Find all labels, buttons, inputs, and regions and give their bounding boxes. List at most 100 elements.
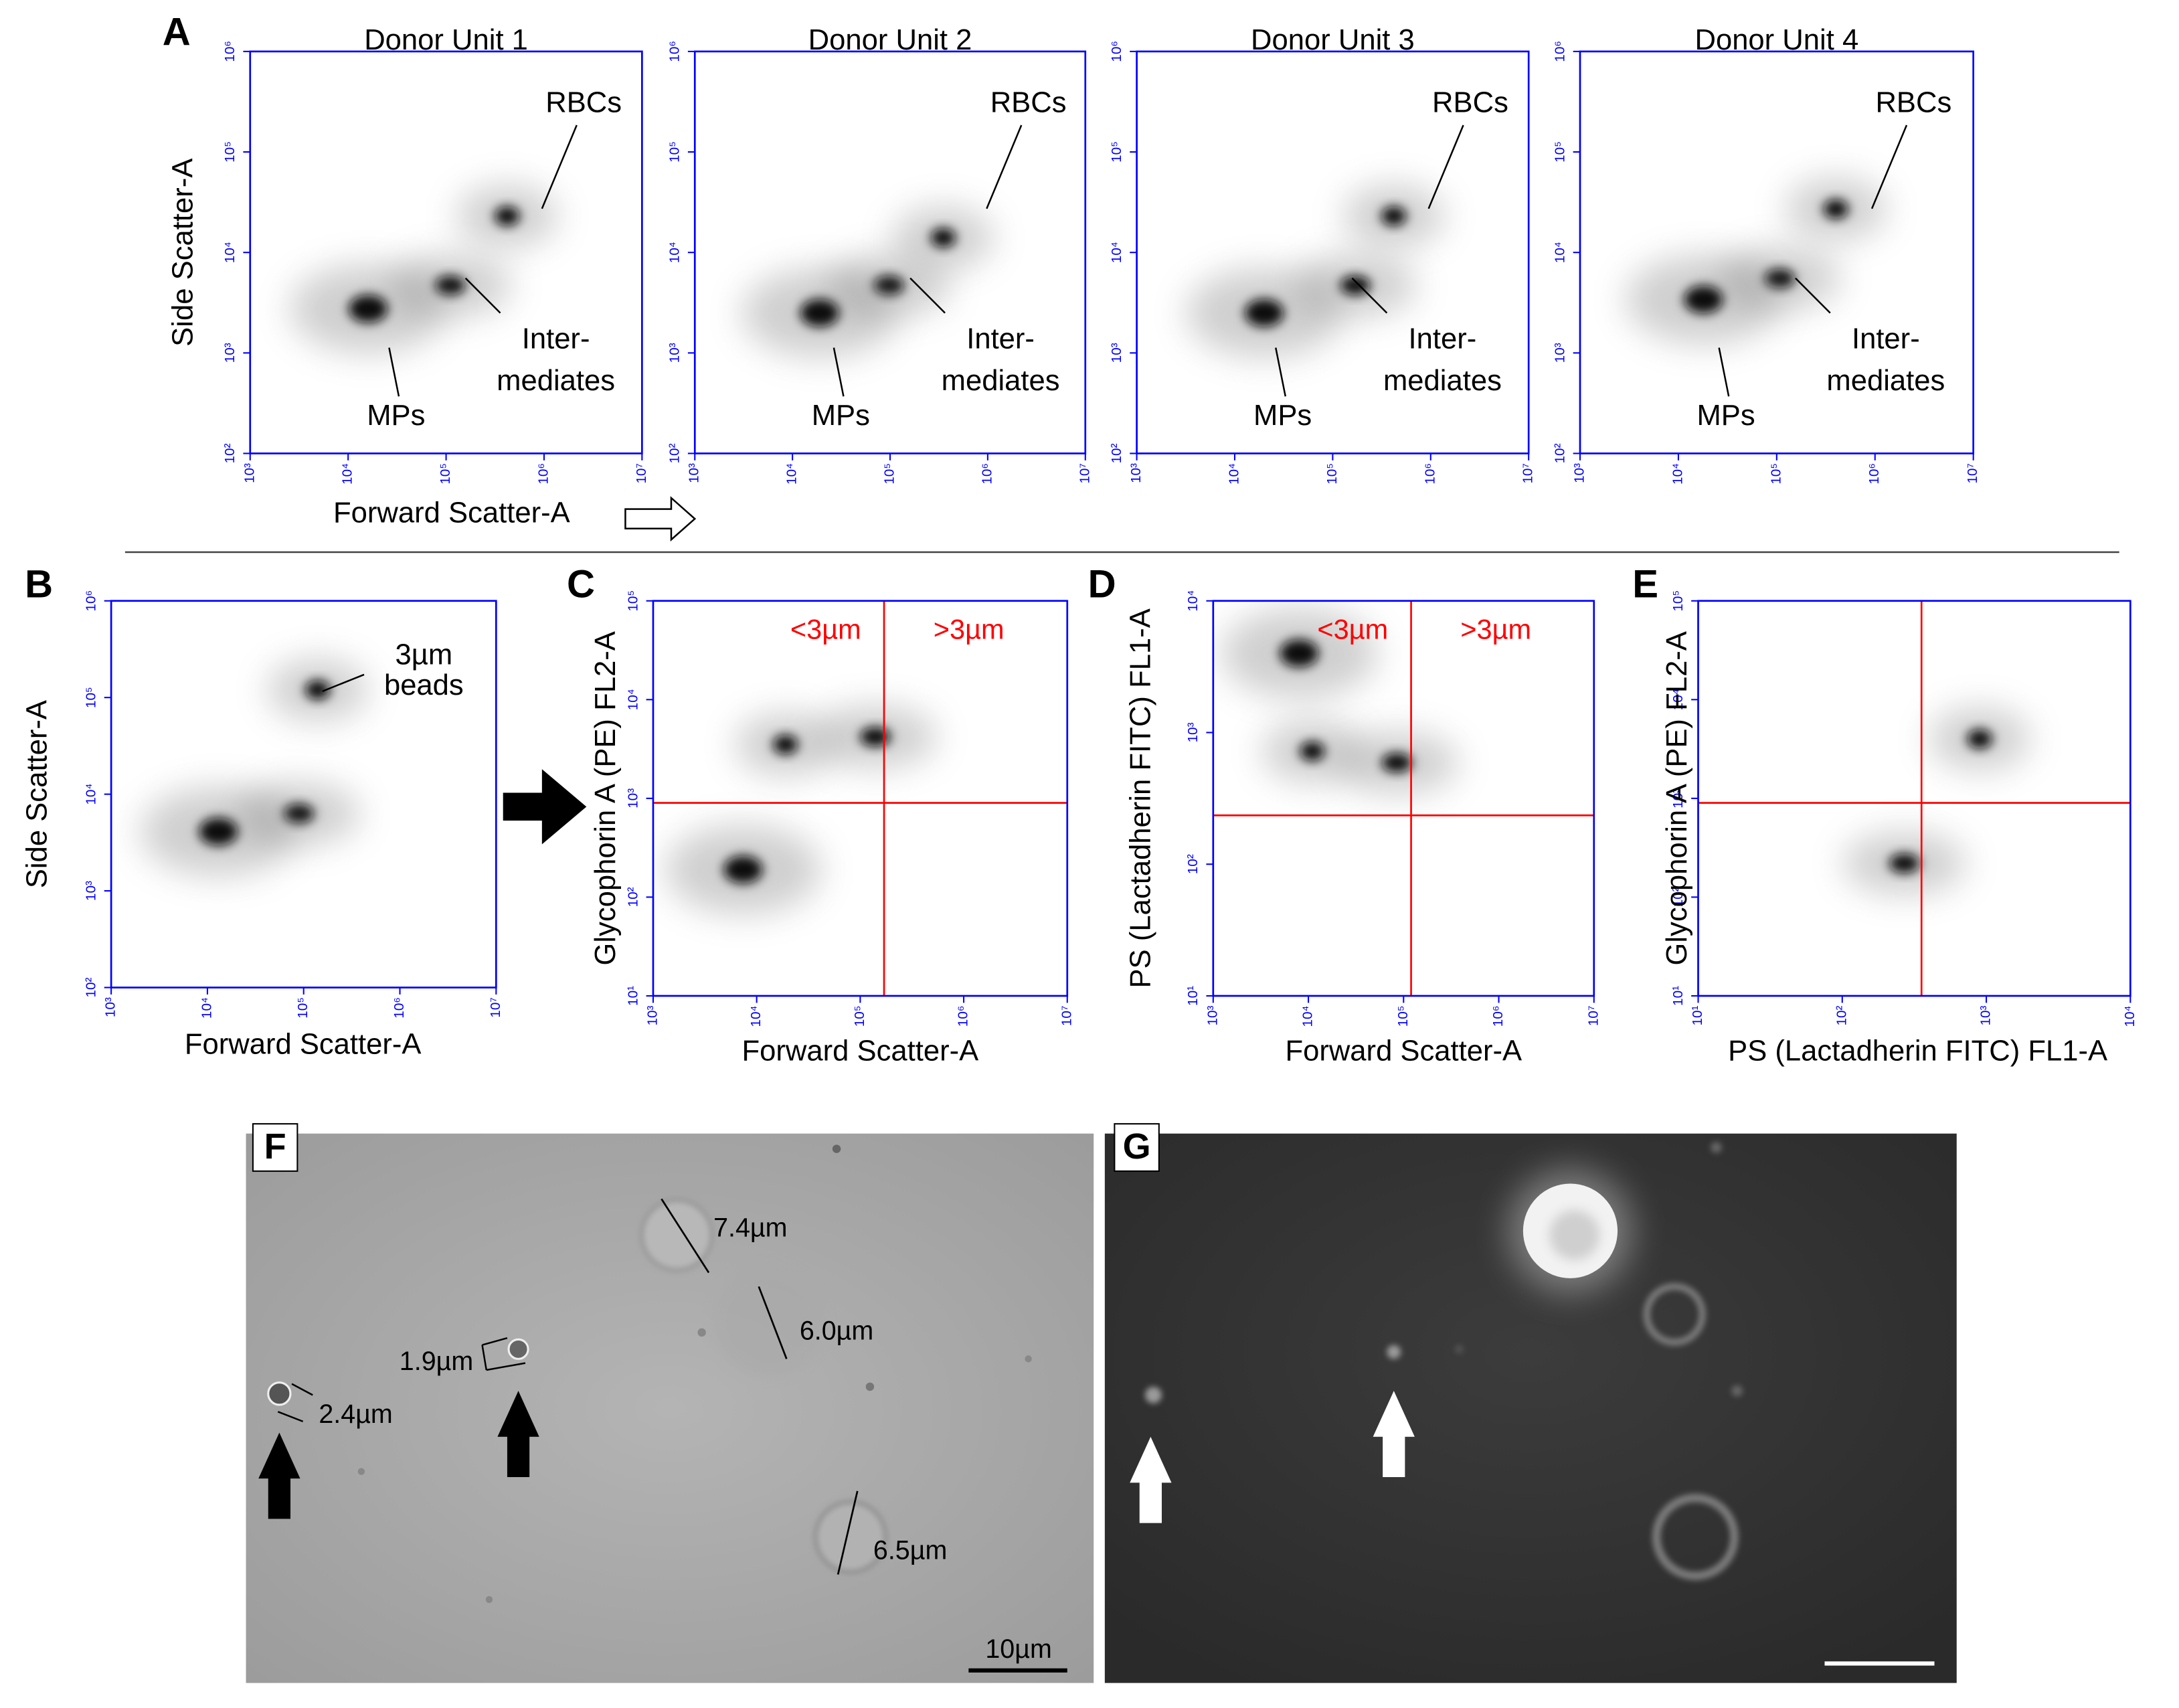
- annotation: MPs: [812, 400, 870, 432]
- x-tick-label: 10⁵: [438, 463, 453, 485]
- annotation: 3µm: [395, 638, 452, 671]
- population: [1967, 729, 1992, 749]
- x-tick-label: 10⁶: [1422, 463, 1437, 485]
- x-tick-label: 10⁷: [1585, 1006, 1601, 1027]
- annotation-leader: [1351, 277, 1388, 314]
- arrow: [258, 1432, 300, 1519]
- population: [1823, 199, 1848, 219]
- annotation: RBCs: [1432, 86, 1508, 118]
- measure-line: [661, 1198, 710, 1274]
- x-axis-label: Forward Scatter-A: [333, 497, 570, 529]
- y-tick-label: 10²: [1552, 443, 1567, 463]
- measure-label: 7.4µm: [713, 1213, 787, 1243]
- x-tick-label: 10⁶: [979, 463, 994, 485]
- data-layer: [1626, 177, 1887, 345]
- population: [348, 294, 388, 323]
- annotation: mediates: [942, 365, 1060, 397]
- debris: [1731, 1385, 1743, 1397]
- y-tick-label: 10³: [1185, 722, 1201, 742]
- debris: [1455, 1345, 1464, 1354]
- cell: [1652, 1493, 1739, 1580]
- hollow-arrow: [624, 496, 697, 542]
- y-axis-label: PS (Lactadherin FITC) FL1-A: [1124, 608, 1156, 988]
- population: [1684, 285, 1723, 314]
- y-tick-label: 10¹: [1670, 986, 1686, 1006]
- annotation: RBCs: [990, 86, 1067, 118]
- annotation: mediates: [497, 365, 615, 397]
- cell: [814, 1501, 887, 1573]
- y-tick-label: 10²: [1185, 854, 1201, 874]
- x-tick-label: 10⁷: [488, 997, 503, 1018]
- annotation: RBCs: [1875, 86, 1951, 118]
- population: [495, 206, 520, 226]
- y-tick-label: 10⁴: [1552, 242, 1567, 263]
- y-tick-label: 10²: [84, 977, 99, 997]
- population: [860, 727, 891, 747]
- y-tick-label: 10³: [222, 343, 238, 363]
- debris: [697, 1328, 706, 1337]
- population: [1244, 298, 1284, 327]
- x-tick-label: 10⁴: [748, 1006, 764, 1027]
- y-tick-label: 10⁶: [1552, 41, 1567, 62]
- measure-line: [758, 1286, 788, 1359]
- x-tick-label: 10³: [242, 463, 257, 483]
- annotation: RBCs: [545, 86, 622, 118]
- annotation-leader: [322, 673, 365, 693]
- annotation-leader: [986, 124, 1023, 209]
- x-tick-label: 10⁷: [1965, 463, 1980, 484]
- population: [1280, 639, 1319, 667]
- x-tick-label: 10⁴: [199, 997, 214, 1019]
- x-tick-label: 10⁷: [1077, 463, 1092, 484]
- plot: 10¹ 10² 10³ 10⁴ 10¹ 10² 10³ 10⁴ 10⁵ E PS (Lactadhe…: [1632, 562, 2138, 1067]
- y-axis-label: Side Scatter-A: [21, 700, 54, 888]
- data-layer: [1186, 185, 1444, 358]
- arrow: [1373, 1391, 1415, 1478]
- x-tick-label: 10⁷: [634, 463, 649, 484]
- x-axis-label: PS (Lactadherin FITC) FL1-A: [1728, 1035, 2107, 1068]
- y-tick-label: 10⁵: [84, 687, 99, 708]
- x-tick-label: 10³: [687, 463, 702, 483]
- x-tick-label: 10⁵: [882, 463, 897, 485]
- annotation-leader: [1275, 347, 1287, 397]
- x-tick-label: 10³: [1572, 463, 1587, 483]
- population: [1381, 206, 1407, 226]
- plot: <3µm >3µm 10³ 10⁴ 10⁵ 10⁶ 10⁷ 10¹ 10² 10³ 10⁴ 10⁵ C F…: [567, 562, 1074, 1067]
- debris: [485, 1596, 493, 1604]
- x-tick-label: 10³: [644, 1005, 660, 1025]
- gate-label: <3µm: [790, 613, 861, 645]
- x-tick-label: 10³: [1978, 1005, 1994, 1025]
- x-tick-label: 10⁴: [784, 463, 800, 485]
- x-tick-label: 10⁷: [1520, 463, 1536, 484]
- annotation: Inter-: [966, 323, 1035, 355]
- annotation-leader: [1794, 277, 1831, 314]
- debris: [1025, 1355, 1032, 1363]
- x-tick-label: 10⁵: [852, 1006, 867, 1027]
- x-tick-label: 10⁶: [956, 1006, 971, 1027]
- population: [1340, 275, 1371, 295]
- y-tick-label: 10²: [1670, 887, 1686, 907]
- plot: 10³ 10⁴ 10⁵ 10⁶ 10⁷ 10² 10³ 10⁴ 10⁵ 10⁶ Donor Unit…: [1109, 24, 1536, 485]
- annotation-leader: [541, 124, 578, 209]
- y-tick-label: 10⁶: [1109, 41, 1124, 62]
- y-tick-label: 10⁴: [625, 689, 640, 710]
- x-tick-label: 10⁵: [1768, 463, 1783, 485]
- annotation: Inter-: [1409, 323, 1477, 355]
- panel-label: C: [567, 562, 595, 606]
- y-tick-label: 10⁴: [667, 242, 683, 263]
- data-layer: [141, 659, 368, 877]
- annotation: MPs: [1253, 400, 1312, 432]
- measure-label: 6.5µm: [873, 1536, 947, 1565]
- annotation-leader: [909, 277, 946, 314]
- population: [723, 855, 763, 884]
- x-tick-label: 10⁴: [1670, 463, 1685, 485]
- x-tick-label: 10⁴: [2122, 1006, 2138, 1027]
- x-tick-label: 10⁴: [1226, 463, 1241, 485]
- x-tick-label: 10¹: [1690, 1005, 1705, 1025]
- measure-line: [837, 1490, 859, 1575]
- data-layer: [1843, 707, 2030, 895]
- y-tick-label: 10⁵: [667, 141, 683, 163]
- arrow: [503, 769, 587, 845]
- y-tick-label: 10³: [667, 343, 683, 363]
